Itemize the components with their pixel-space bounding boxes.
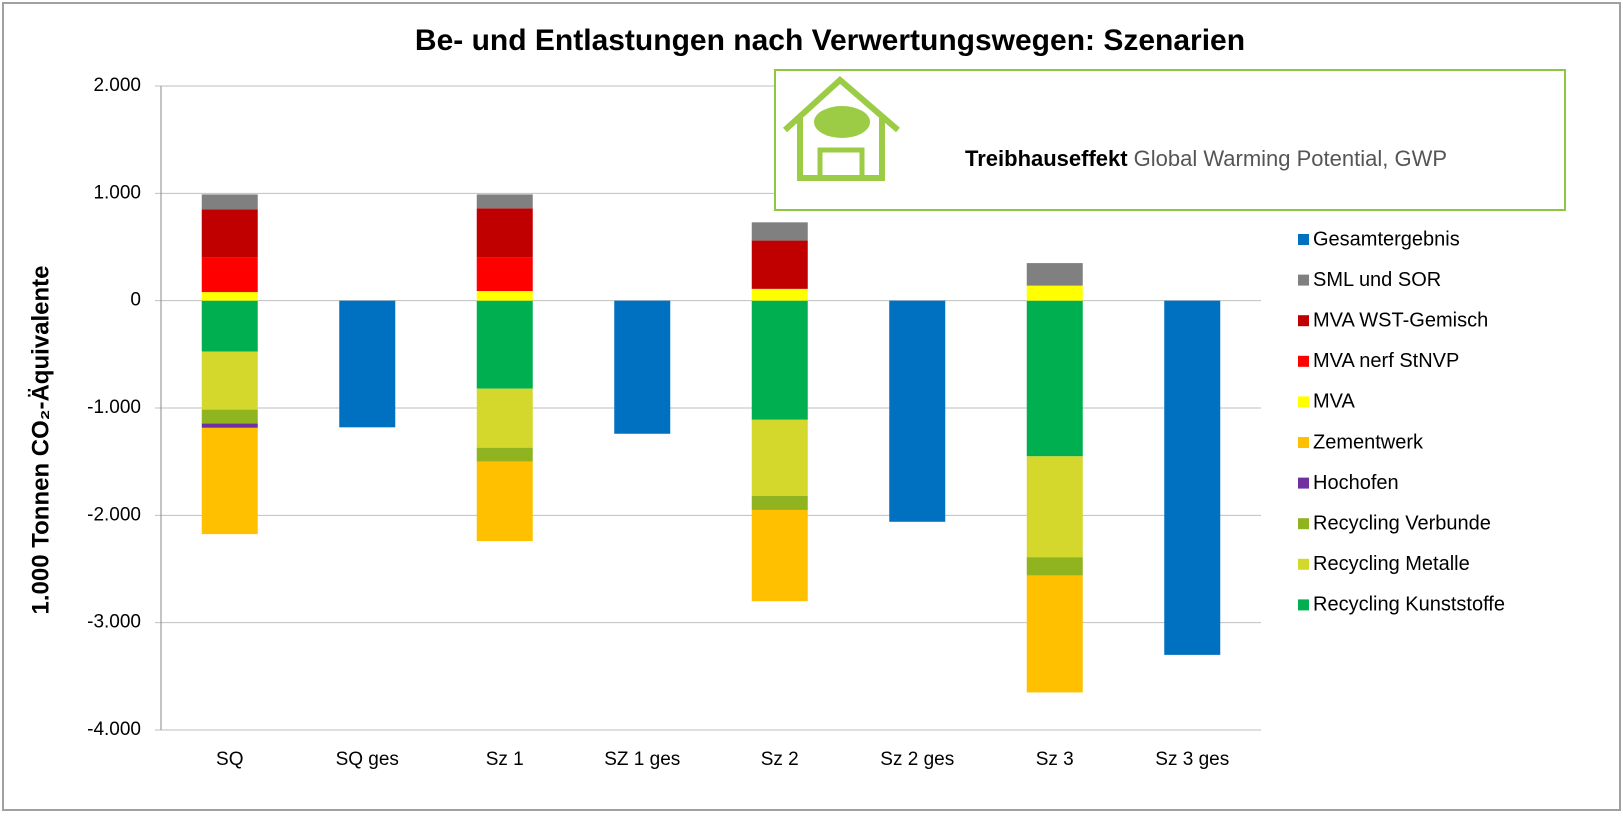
y-tick-label: 2.000 [93,75,141,96]
x-tick-label: SQ ges [336,749,399,770]
bar-segment [751,496,808,510]
bar-segment [201,409,258,424]
bar-segment [1026,285,1083,301]
legend-label: MVA nerf StNVP [1313,350,1459,372]
bar-segment [1164,300,1221,655]
legend-label: Recycling Verbunde [1313,512,1491,534]
bar-segment [1026,557,1083,576]
legend-swatch [1298,477,1309,489]
legend-label: MVA [1313,391,1356,413]
legend-swatch [1298,518,1309,530]
y-tick-label: 0 [130,290,141,311]
bar-segment [614,300,671,434]
bar-segment [751,240,808,289]
legend-swatch [1298,599,1309,611]
bar-segment [201,194,258,210]
bar-segment [476,291,533,301]
x-tick-label: Sz 3 ges [1155,749,1229,770]
bar-segment [201,257,258,293]
legend-label: Recycling Kunststoffe [1313,594,1505,616]
bar-segment [751,509,808,602]
chart-title: Be- und Entlastungen nach Verwertungsweg… [415,24,1245,57]
x-tick-label: Sz 2 [761,749,799,770]
legend-label: Gesamtergebnis [1313,228,1460,250]
bar-segment [201,209,258,258]
legend-label: Recycling Metalle [1313,553,1470,575]
bar-segment [476,447,533,462]
legend-label: MVA WST-Gemisch [1313,309,1488,331]
y-axis-label: 1.000 Tonnen CO₂-Äquivalente [27,266,54,615]
legend-swatch [1298,234,1309,245]
bar-segment [1026,575,1083,693]
bar-segment [201,351,258,410]
plot-area: 2.000 1.000 0 -1.000 -2.000 -3.000 -4.000 SQ SQ … [87,75,1505,770]
legend-label: Hochofen [1313,472,1399,494]
bar-segment [751,288,808,301]
bar-segment [339,300,396,428]
bar-segment [751,300,808,420]
x-tick-label: Sz 2 ges [880,749,954,770]
y-tick-label: -2.000 [87,504,141,525]
bar-segment [751,222,808,241]
bar-segment [476,461,533,542]
y-tick-label: -4.000 [87,719,141,740]
legend-swatch [1298,274,1309,286]
bar-segment [1026,300,1083,457]
legend-swatch [1298,355,1309,367]
legend-swatch [1298,396,1309,408]
bar-segment [889,300,946,522]
logo-text: Global Warming Potential, GWP [1134,146,1447,171]
bar-segment [751,419,808,497]
legend-label: Zementwerk [1313,431,1424,453]
y-tick-label: -3.000 [87,612,141,633]
bar-segment [476,257,533,292]
legend-label: SML und SOR [1313,269,1441,291]
logo-box: Treibhauseffekt Global Warming Potential,… [774,69,1566,211]
y-tick-label: 1.000 [93,182,141,203]
logo-title: Treibhauseffekt [965,146,1128,171]
logo-label: Treibhauseffekt Global Warming Potential,… [965,146,1447,171]
legend-swatch [1298,315,1309,327]
house-door [817,147,865,178]
bar-segment [476,208,533,258]
legend-swatch [1298,437,1309,448]
bar-segment [476,388,533,448]
x-tick-label: SQ [216,749,243,770]
x-tick-label: Sz 3 [1036,749,1074,770]
bar-segment [201,300,258,352]
cloud-icon [814,106,870,138]
house-icon [782,75,900,181]
logo-frame [774,69,1566,211]
bar-segment [201,423,258,428]
x-tick-label: Sz 1 [486,749,524,770]
bar-segment [201,292,258,301]
bar-segment [476,300,533,389]
y-tick-label: -1.000 [87,397,141,418]
x-tick-label: SZ 1 ges [604,749,680,770]
bar-segment [1026,263,1083,286]
bar-segment [476,194,533,209]
bar-segment [1026,456,1083,558]
bar-segment [201,427,258,535]
legend-swatch [1298,558,1309,570]
